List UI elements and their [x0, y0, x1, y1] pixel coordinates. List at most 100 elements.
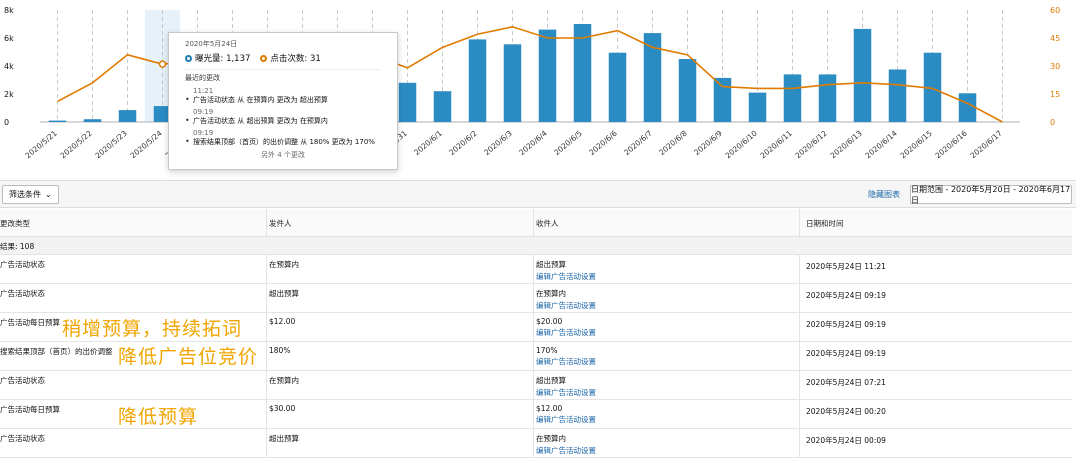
tooltip-clicks: 点击次数: 31 — [260, 52, 321, 64]
datetime-value: 2020年5月24日 09:19 — [806, 349, 886, 358]
from-cell: 在预算内 — [266, 371, 532, 399]
table-row: 广告活动状态 在预算内 超出预算 编辑广告活动设置 2020年5月24日 11:21 — [0, 255, 1072, 284]
bar — [923, 52, 942, 123]
to-cell: $12.00 编辑广告活动设置 — [533, 400, 797, 428]
tooltip-change-item: 09:19 搜索结果顶部（首页）的出价调整 从 180% 更改为 170% — [185, 129, 381, 147]
bar — [748, 92, 767, 122]
from-cell: 在预算内 — [266, 255, 532, 283]
datetime-cell: 2020年5月24日 00:20 — [799, 400, 1072, 428]
to-value: 在预算内 — [536, 434, 566, 443]
change-type-cell: 广告活动状态 — [0, 289, 45, 298]
bar — [853, 28, 872, 122]
y-right-tick-label: 15 — [1050, 90, 1060, 99]
to-cell: 170% 编辑广告活动设置 — [533, 342, 797, 370]
from-cell: $12.00 — [266, 313, 532, 341]
edit-campaign-settings-link[interactable]: 编辑广告活动设置 — [536, 446, 596, 455]
date-range-button[interactable]: 日期范围 - 2020年5月20日 - 2020年6月17日 — [910, 184, 1072, 205]
to-value: 超出预算 — [536, 260, 566, 269]
tooltip-change-time: 09:19 — [193, 129, 214, 137]
tooltip-recent-changes-title: 最近的更改 — [185, 69, 381, 83]
tooltip-more-changes: 另外 4 个更改 — [261, 151, 305, 159]
bar — [398, 82, 417, 122]
clicks-legend-icon — [260, 55, 268, 62]
x-tick-label: 2020/6/7 — [622, 128, 654, 157]
toolbar: 筛选条件 ⌄ 隐藏图表 日期范围 - 2020年5月20日 - 2020年6月1… — [0, 180, 1076, 208]
bar — [958, 93, 977, 122]
table-header-row: 更改类型 发件人 收件人 日期和时间 — [0, 209, 1072, 237]
performance-chart: 0 2k 4k 6k 8k 0 15 30 45 60 2020/5/21 2020/5/22 2020… — [0, 0, 1076, 178]
annotation-text: 稍增预算，持续拓词 — [62, 318, 243, 340]
impressions-legend-icon — [185, 55, 192, 62]
to-value: $20.00 — [536, 317, 563, 326]
x-tick-label: 2020/6/3 — [482, 128, 514, 157]
x-tick-label: 2020/6/16 — [934, 128, 969, 160]
table-row: 广告活动状态 超出预算 在预算内编辑广告活动设置 2020年5月24日 09:19 — [0, 284, 1072, 313]
tooltip-change-text: 广告活动状态 从 超出预算 更改为 在预算内 — [193, 117, 328, 125]
table-body: 广告活动状态 在预算内 超出预算 编辑广告活动设置 2020年5月24日 11:21 广告… — [0, 255, 1076, 458]
from-cell: 超出预算 — [266, 429, 532, 457]
bar — [118, 110, 137, 122]
datetime-cell: 2020年5月24日 09:19 — [799, 284, 1072, 312]
datetime-value: 2020年5月24日 00:09 — [806, 436, 886, 445]
to-value: 170% — [536, 346, 558, 355]
from-cell: $30.00 — [266, 400, 532, 428]
hide-chart-link[interactable]: 隐藏图表 — [868, 190, 900, 199]
change-history-table: 更改类型 发件人 收件人 日期和时间 结果: 108 广告活动状态 在预算内 超出预… — [0, 209, 1076, 458]
change-type-cell: 搜索结果顶部（首页）的出价调整 — [0, 347, 113, 356]
bar — [608, 52, 627, 123]
y-right-tick-label: 30 — [1050, 62, 1060, 71]
x-tick-label: 2020/6/5 — [552, 128, 584, 157]
column-header-to[interactable]: 收件人 — [533, 209, 797, 236]
tooltip-change-text: 搜索结果顶部（首页）的出价调整 从 180% 更改为 170% — [193, 138, 375, 146]
result-count-row: 结果: 108 — [0, 237, 1072, 255]
edit-campaign-settings-link[interactable]: 编辑广告活动设置 — [536, 415, 596, 424]
bar — [783, 74, 802, 122]
datetime-cell: 2020年5月24日 07:21 — [799, 371, 1072, 399]
x-tick-label: 2020/5/22 — [59, 128, 94, 160]
to-value: 超出预算 — [536, 376, 566, 385]
to-cell: 超出预算编辑广告活动设置 — [533, 371, 797, 399]
table-row: 广告活动每日预算 $30.00 $12.00 编辑广告活动设置 2020年5月24日 0… — [0, 400, 1072, 429]
datetime-value: 2020年5月24日 09:19 — [806, 320, 886, 329]
y-right-tick-label: 60 — [1050, 6, 1060, 15]
bar — [83, 119, 102, 122]
x-tick-label: 2020/6/11 — [759, 128, 794, 160]
tooltip-change-text: 广告活动状态 从 在预算内 更改为 超出预算 — [193, 96, 328, 104]
x-tick-label: 2020/6/2 — [447, 128, 479, 157]
y-left-tick-label: 0 — [4, 118, 9, 127]
x-tick-label: 2020/5/24 — [129, 128, 164, 160]
y-left-tick-label: 6k — [4, 34, 14, 43]
filter-button-label: 筛选条件 — [9, 190, 41, 199]
to-value: 在预算内 — [536, 289, 566, 298]
column-header-datetime[interactable]: 日期和时间 — [799, 209, 1072, 236]
to-cell: 超出预算编辑广告活动设置 — [533, 255, 797, 283]
table-row: 搜索结果顶部（首页）的出价调整 180% 170% 编辑广告活动设置 2020年5月24… — [0, 342, 1072, 371]
line-point — [158, 60, 167, 68]
from-cell: 超出预算 — [266, 284, 532, 312]
x-tick-label: 2020/6/17 — [969, 128, 1004, 160]
column-header-from[interactable]: 发件人 — [266, 209, 532, 236]
table-row: 广告活动状态 超出预算 在预算内 编辑广告活动设置 2020年5月24日 00:09 — [0, 429, 1072, 458]
tooltip-change-item: 09:19 广告活动状态 从 超出预算 更改为 在预算内 — [185, 108, 381, 126]
x-tick-label: 2020/6/6 — [587, 128, 619, 157]
tooltip-metrics: 曝光量: 1,137 点击次数: 31 — [185, 52, 381, 64]
datetime-value: 2020年5月24日 07:21 — [806, 378, 886, 387]
bar — [888, 69, 907, 122]
to-cell: 在预算内编辑广告活动设置 — [533, 284, 797, 312]
edit-campaign-settings-link[interactable]: 编辑广告活动设置 — [536, 272, 596, 281]
y-left-tick-label: 2k — [4, 90, 14, 99]
edit-campaign-settings-link[interactable]: 编辑广告活动设置 — [536, 357, 596, 366]
x-tick-label: 2020/6/13 — [829, 128, 864, 160]
column-header-change-type[interactable]: 更改类型 — [0, 219, 30, 228]
edit-campaign-settings-link[interactable]: 编辑广告活动设置 — [536, 328, 596, 337]
edit-campaign-settings-link[interactable]: 编辑广告活动设置 — [536, 388, 596, 397]
filter-button[interactable]: 筛选条件 ⌄ — [2, 185, 59, 204]
edit-campaign-settings-link[interactable]: 编辑广告活动设置 — [536, 301, 596, 310]
datetime-cell: 2020年5月24日 09:19 — [799, 342, 1072, 370]
datetime-value: 2020年5月24日 09:19 — [806, 291, 886, 300]
x-tick-label: 2020/6/4 — [517, 128, 549, 157]
change-type-cell: 广告活动状态 — [0, 260, 45, 269]
to-value: $12.00 — [536, 404, 563, 413]
x-tick-label: 2020/6/12 — [794, 128, 829, 160]
